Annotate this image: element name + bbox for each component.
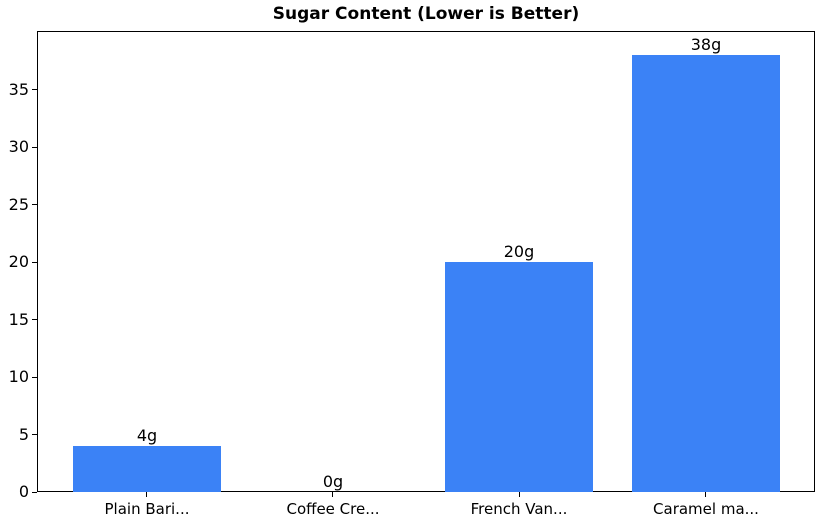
bar — [632, 55, 780, 492]
y-tick-label: 0 — [18, 482, 29, 501]
bar-value-label: 0g — [322, 472, 344, 491]
x-tick-mark — [705, 492, 706, 497]
bar-value-label: 38g — [690, 35, 722, 54]
y-tick-mark — [32, 377, 37, 378]
bar-value-label: 4g — [136, 426, 158, 445]
y-tick-label: 20 — [8, 252, 29, 271]
y-tick-label: 15 — [8, 310, 29, 329]
x-tick-label: Caramel ma... — [653, 500, 759, 518]
y-tick-mark — [32, 434, 37, 435]
y-tick-label: 25 — [8, 195, 29, 214]
y-tick-mark — [32, 204, 37, 205]
y-tick-mark — [32, 492, 37, 493]
y-tick-mark — [32, 319, 37, 320]
bar — [73, 446, 221, 492]
y-tick-mark — [32, 262, 37, 263]
x-tick-mark — [332, 492, 333, 497]
x-tick-mark — [146, 492, 147, 497]
y-tick-label: 5 — [18, 425, 29, 444]
x-tick-label: Plain Bari... — [104, 500, 190, 518]
y-tick-label: 30 — [8, 137, 29, 156]
x-tick-label: French Van... — [470, 500, 568, 518]
x-tick-label: Coffee Cre... — [286, 500, 380, 518]
y-tick-label: 35 — [8, 80, 29, 99]
y-tick-label: 10 — [8, 367, 29, 386]
x-tick-mark — [519, 492, 520, 497]
y-tick-mark — [32, 147, 37, 148]
bar-value-label: 20g — [503, 242, 535, 261]
chart-title: Sugar Content (Lower is Better) — [272, 4, 580, 24]
bar — [445, 262, 593, 492]
y-tick-mark — [32, 89, 37, 90]
